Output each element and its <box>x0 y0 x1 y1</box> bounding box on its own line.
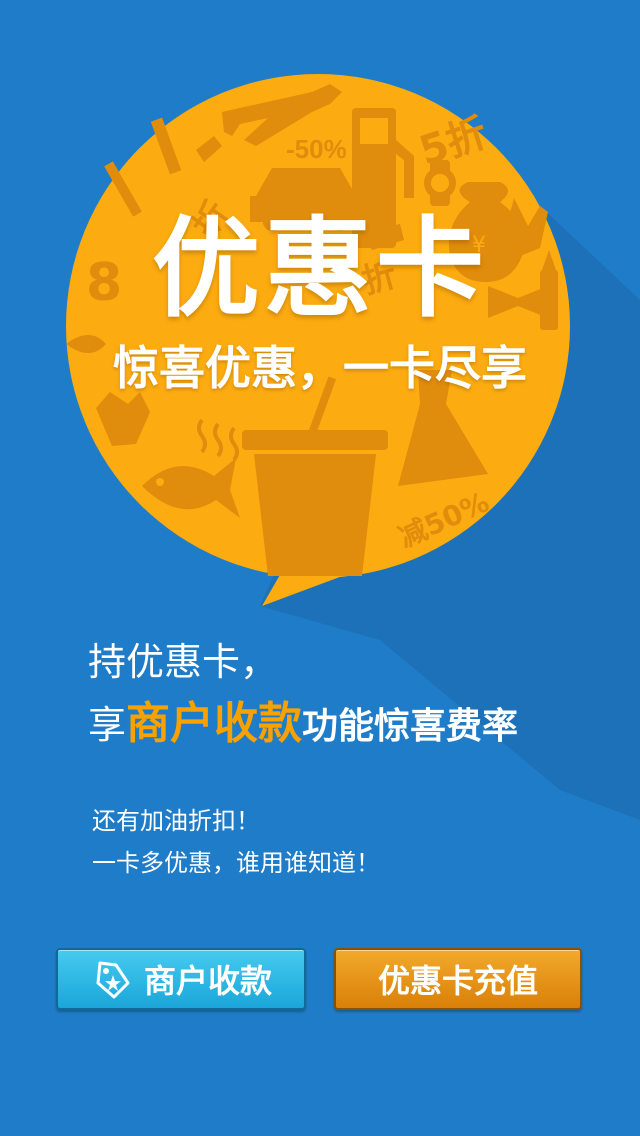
utensils-icon <box>104 117 222 217</box>
bow-tie-icon <box>488 286 548 318</box>
fuel-pump-icon <box>352 108 414 248</box>
yuan-symbol: ¥ <box>472 233 486 258</box>
cup-icon <box>242 376 388 576</box>
discount-text: -50% <box>286 134 347 164</box>
card-recharge-label: 优惠卡充值 <box>377 962 538 1000</box>
discount-text: 8 <box>86 253 122 313</box>
extra-text: 还有加油折扣！ 一卡多优惠，谁用谁知道！ <box>92 800 380 884</box>
merchant-payment-button[interactable]: 商户收款 <box>56 948 306 1010</box>
promo-lead: 享 <box>88 703 127 747</box>
glove-icon <box>504 198 548 256</box>
extra-line-2: 一卡多优惠，谁用谁知道！ <box>92 849 380 877</box>
merchant-payment-label: 商户收款 <box>143 962 272 1000</box>
promo-highlight: 商户收款 <box>126 698 303 749</box>
hero-subtitle: 惊喜优惠，一卡尽享 <box>113 341 527 395</box>
watch-icon <box>424 160 456 206</box>
card-recharge-button[interactable]: 优惠卡充值 <box>334 948 582 1010</box>
promo-tail: 功能惊喜费率 <box>302 706 519 747</box>
car-icon <box>250 168 362 231</box>
shoe-icon <box>362 224 404 250</box>
extra-line-1: 还有加油折扣！ <box>92 807 260 835</box>
fish-icon <box>142 458 240 518</box>
promo-text: 持优惠卡， 享商户收款功能惊喜费率 <box>88 632 518 759</box>
promo-line-1: 持优惠卡， <box>88 640 279 684</box>
hero-title: 优惠卡 <box>151 207 488 332</box>
glove-icon <box>96 392 150 446</box>
promo-line-2: 享商户收款功能惊喜费率 <box>88 692 518 759</box>
airplane-icon <box>222 84 342 146</box>
money-bag-icon: ¥ <box>448 182 524 282</box>
speech-bubble: -50% 5折 ¥ <box>66 74 570 606</box>
tag-star-icon <box>96 961 130 999</box>
dress-icon <box>398 370 488 486</box>
